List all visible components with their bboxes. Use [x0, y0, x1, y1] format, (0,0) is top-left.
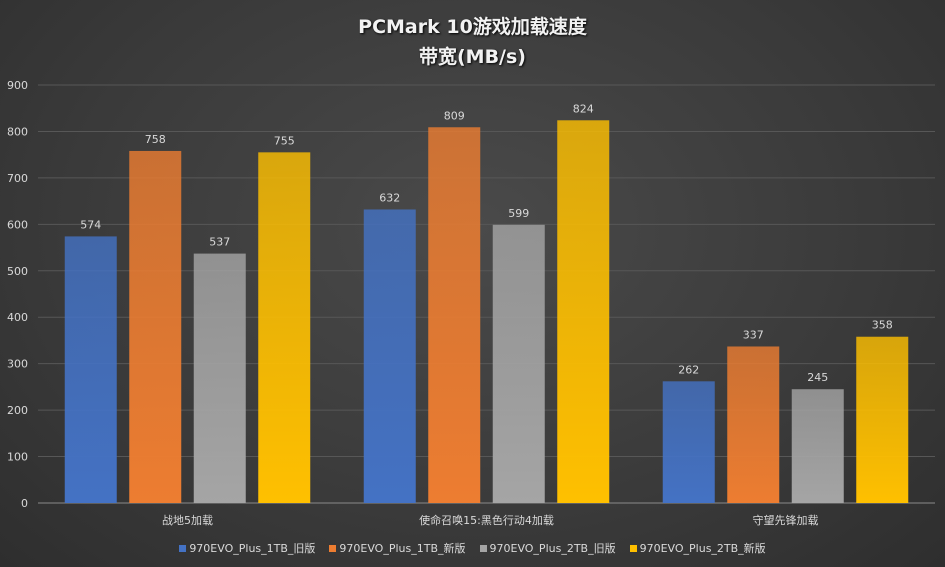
data-label: 537: [209, 236, 230, 249]
bar: [791, 389, 844, 503]
x-tick-label: 战地5加载: [162, 514, 213, 527]
bar: [363, 209, 416, 503]
bar: [129, 150, 182, 503]
bar: [856, 336, 909, 503]
data-label: 824: [573, 102, 594, 115]
bar: [258, 152, 311, 503]
chart-subtitle: 带宽(MB/s): [418, 46, 526, 68]
legend-swatch: [479, 544, 487, 552]
bar: [64, 236, 117, 504]
data-label: 262: [678, 363, 699, 376]
legend-label: 970EVO_Plus_1TB_旧版: [189, 542, 316, 555]
y-tick-label: 600: [7, 218, 28, 231]
data-label: 574: [80, 218, 101, 231]
y-tick-label: 400: [7, 311, 28, 324]
bar: [193, 253, 246, 503]
bar: [557, 120, 610, 503]
x-tick-label: 守望先锋加载: [753, 513, 819, 527]
y-tick-label: 300: [7, 358, 28, 371]
y-tick-label: 700: [7, 172, 28, 185]
data-label: 758: [145, 133, 166, 146]
y-tick-label: 500: [7, 265, 28, 278]
legend-item: 970EVO_Plus_1TB_新版: [329, 540, 466, 556]
legend-swatch: [179, 544, 187, 552]
bar: [428, 127, 481, 504]
legend-swatch: [329, 544, 337, 552]
legend-label: 970EVO_Plus_2TB_旧版: [489, 542, 616, 555]
legend-item: 970EVO_Plus_2TB_旧版: [479, 540, 616, 556]
legend-item: 970EVO_Plus_2TB_新版: [629, 540, 766, 556]
data-label: 809: [444, 109, 465, 122]
data-label: 358: [872, 319, 893, 332]
data-label: 245: [807, 371, 828, 384]
y-tick-label: 0: [21, 497, 28, 510]
data-label: 337: [743, 328, 764, 341]
chart-title: PCMark 10游戏加载速度: [358, 16, 587, 38]
legend-item: 970EVO_Plus_1TB_旧版: [179, 540, 315, 556]
data-label: 755: [274, 134, 295, 147]
legend-label: 970EVO_Plus_1TB_新版: [339, 542, 466, 555]
bar: [662, 381, 715, 503]
y-tick-label: 900: [7, 79, 28, 92]
legend-label: 970EVO_Plus_2TB_新版: [639, 542, 766, 555]
data-label: 599: [508, 207, 529, 220]
y-tick-label: 200: [7, 404, 28, 417]
x-tick-label: 使命召唤15:黑色行动4加载: [419, 513, 554, 527]
legend-swatch: [629, 544, 637, 552]
bar: [492, 224, 545, 503]
y-tick-label: 800: [7, 125, 28, 138]
legend: 970EVO_Plus_1TB_旧版 970EVO_Plus_1TB_新版 970E…: [0, 540, 945, 556]
y-tick-label: 100: [7, 451, 28, 464]
data-label: 632: [379, 191, 400, 204]
bar: [727, 346, 780, 503]
